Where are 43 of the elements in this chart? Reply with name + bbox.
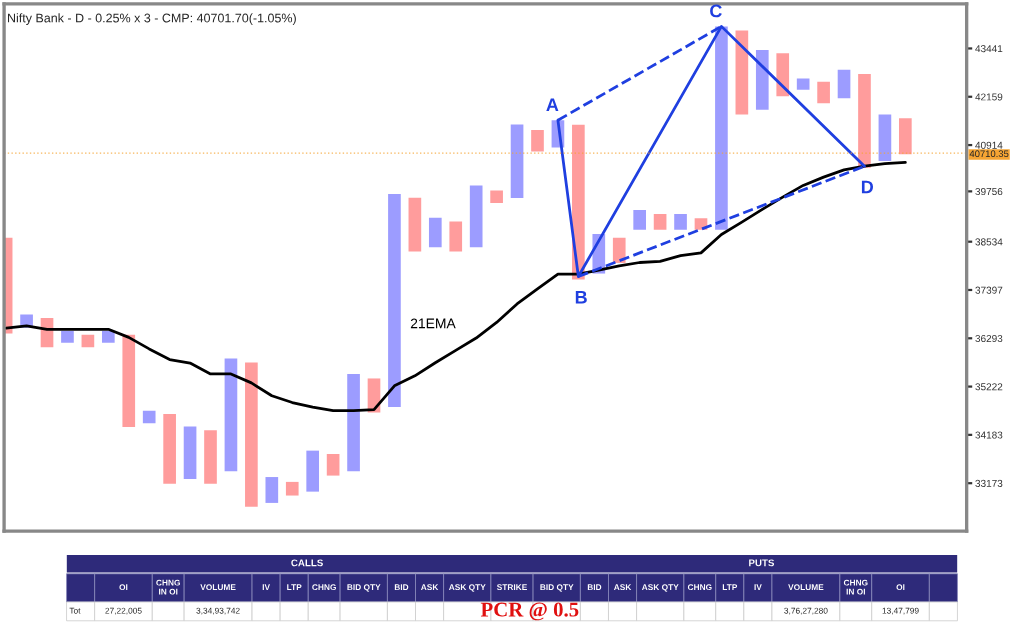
text: PCR @ 0.5: [480, 602, 579, 621]
bar: [735, 30, 749, 115]
bar: [265, 477, 279, 503]
bar: [204, 430, 217, 484]
bar: [469, 185, 483, 248]
bar: [612, 237, 626, 263]
bar: [715, 26, 728, 230]
bar: [347, 373, 360, 472]
line-series: [4, 160, 907, 412]
bar: [326, 453, 340, 476]
bar: [755, 49, 769, 110]
bar: [899, 118, 912, 155]
bar: [653, 214, 667, 230]
bar: [183, 426, 197, 479]
bar: [449, 221, 463, 252]
bar: [776, 53, 790, 97]
bar: [245, 362, 258, 507]
bar: [163, 413, 176, 484]
bar: [858, 73, 871, 168]
bar: [285, 481, 299, 496]
bar: [531, 129, 544, 152]
bar: [878, 114, 892, 162]
bar: [61, 330, 74, 343]
annotation: C: [710, 4, 722, 18]
bar: [817, 81, 830, 104]
annotation: D: [861, 180, 874, 194]
bar: [490, 190, 503, 203]
bar: [796, 78, 810, 90]
bar: [428, 217, 442, 248]
bar: [306, 450, 320, 492]
bar: [81, 334, 95, 348]
bar: [388, 194, 401, 407]
annotation: B: [575, 291, 587, 304]
bar: [408, 197, 422, 252]
bar: [142, 410, 156, 424]
bar: [633, 209, 647, 230]
bar: [837, 69, 851, 99]
bar: [122, 334, 136, 427]
bar: [224, 358, 238, 472]
bar: [101, 330, 115, 343]
bar: [674, 214, 687, 230]
annotation: A: [546, 98, 559, 111]
bar: [510, 124, 524, 199]
